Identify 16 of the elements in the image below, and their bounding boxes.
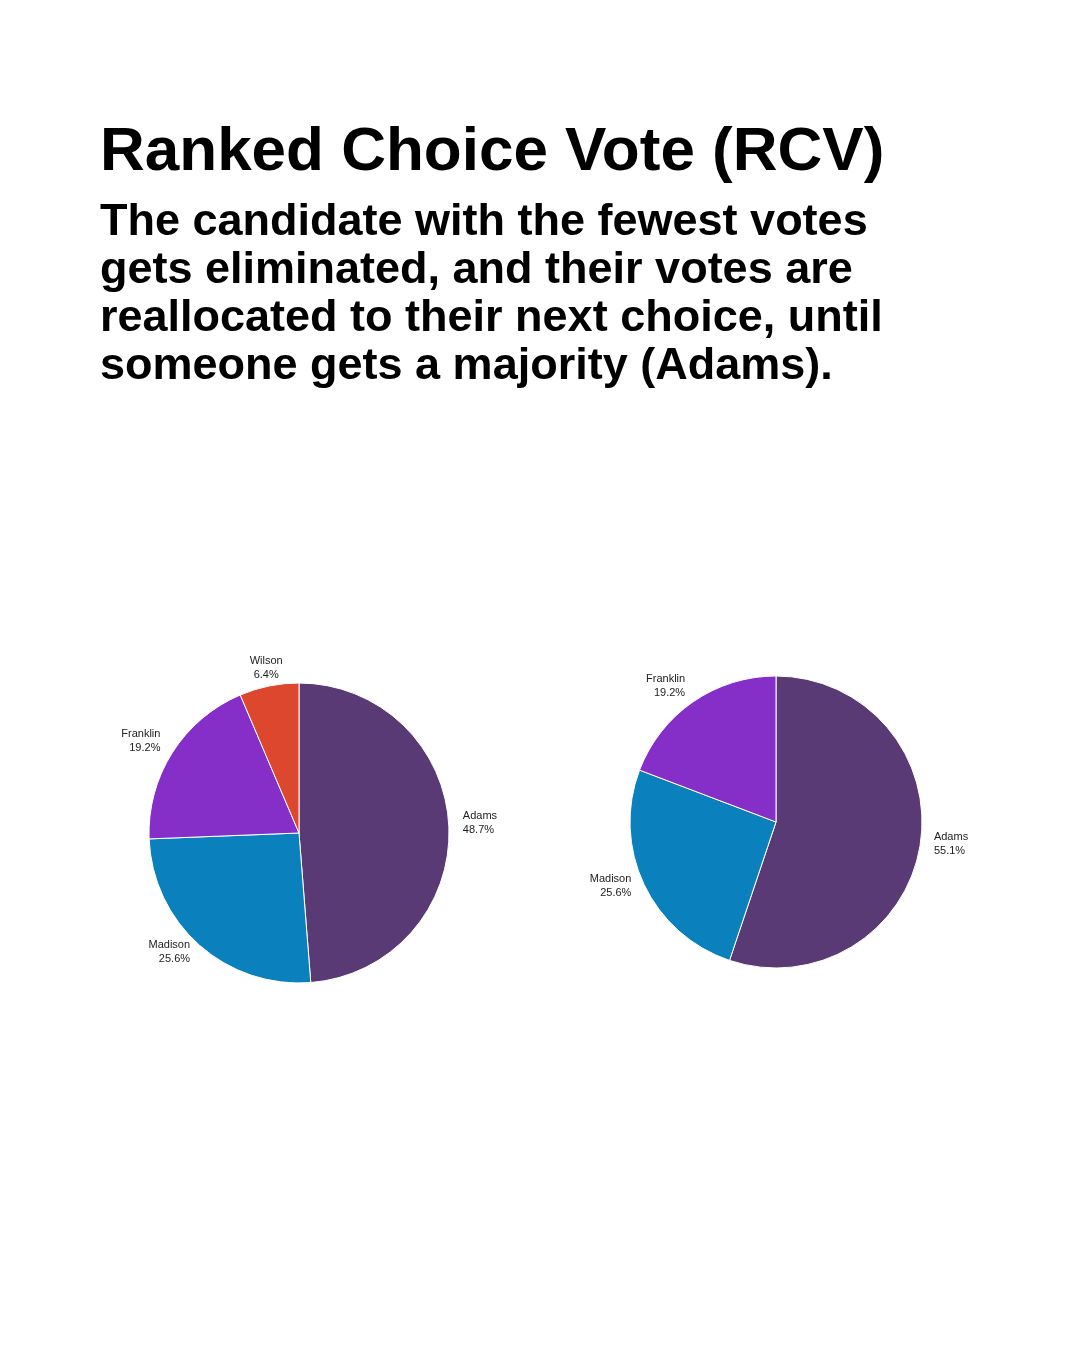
slice-label: Franklin bbox=[646, 672, 686, 685]
data-label: 6.4% bbox=[253, 668, 279, 681]
data-label: 25.6% bbox=[158, 951, 191, 964]
slice-label: Adams bbox=[462, 808, 498, 821]
slice-label: Wilson bbox=[249, 654, 283, 667]
slice-label: Adams bbox=[933, 829, 969, 842]
slice-label: Franklin bbox=[121, 727, 161, 740]
data-label: 19.2% bbox=[653, 686, 686, 699]
chart-subtitle: The candidate with the fewest votes gets eliminated, and their votes are reallocated to their next choice, until someone gets a majority (Adams). bbox=[100, 194, 884, 389]
chart-title: Ranked Choice Vote (RCV) bbox=[100, 113, 885, 184]
data-label: 25.6% bbox=[600, 886, 632, 899]
slice-label: Madison bbox=[589, 872, 632, 885]
data-label: 19.2% bbox=[129, 741, 161, 754]
data-label: 55.1% bbox=[933, 843, 966, 856]
data-label: 48.7% bbox=[462, 822, 495, 835]
slice-label: Madison bbox=[148, 937, 191, 950]
